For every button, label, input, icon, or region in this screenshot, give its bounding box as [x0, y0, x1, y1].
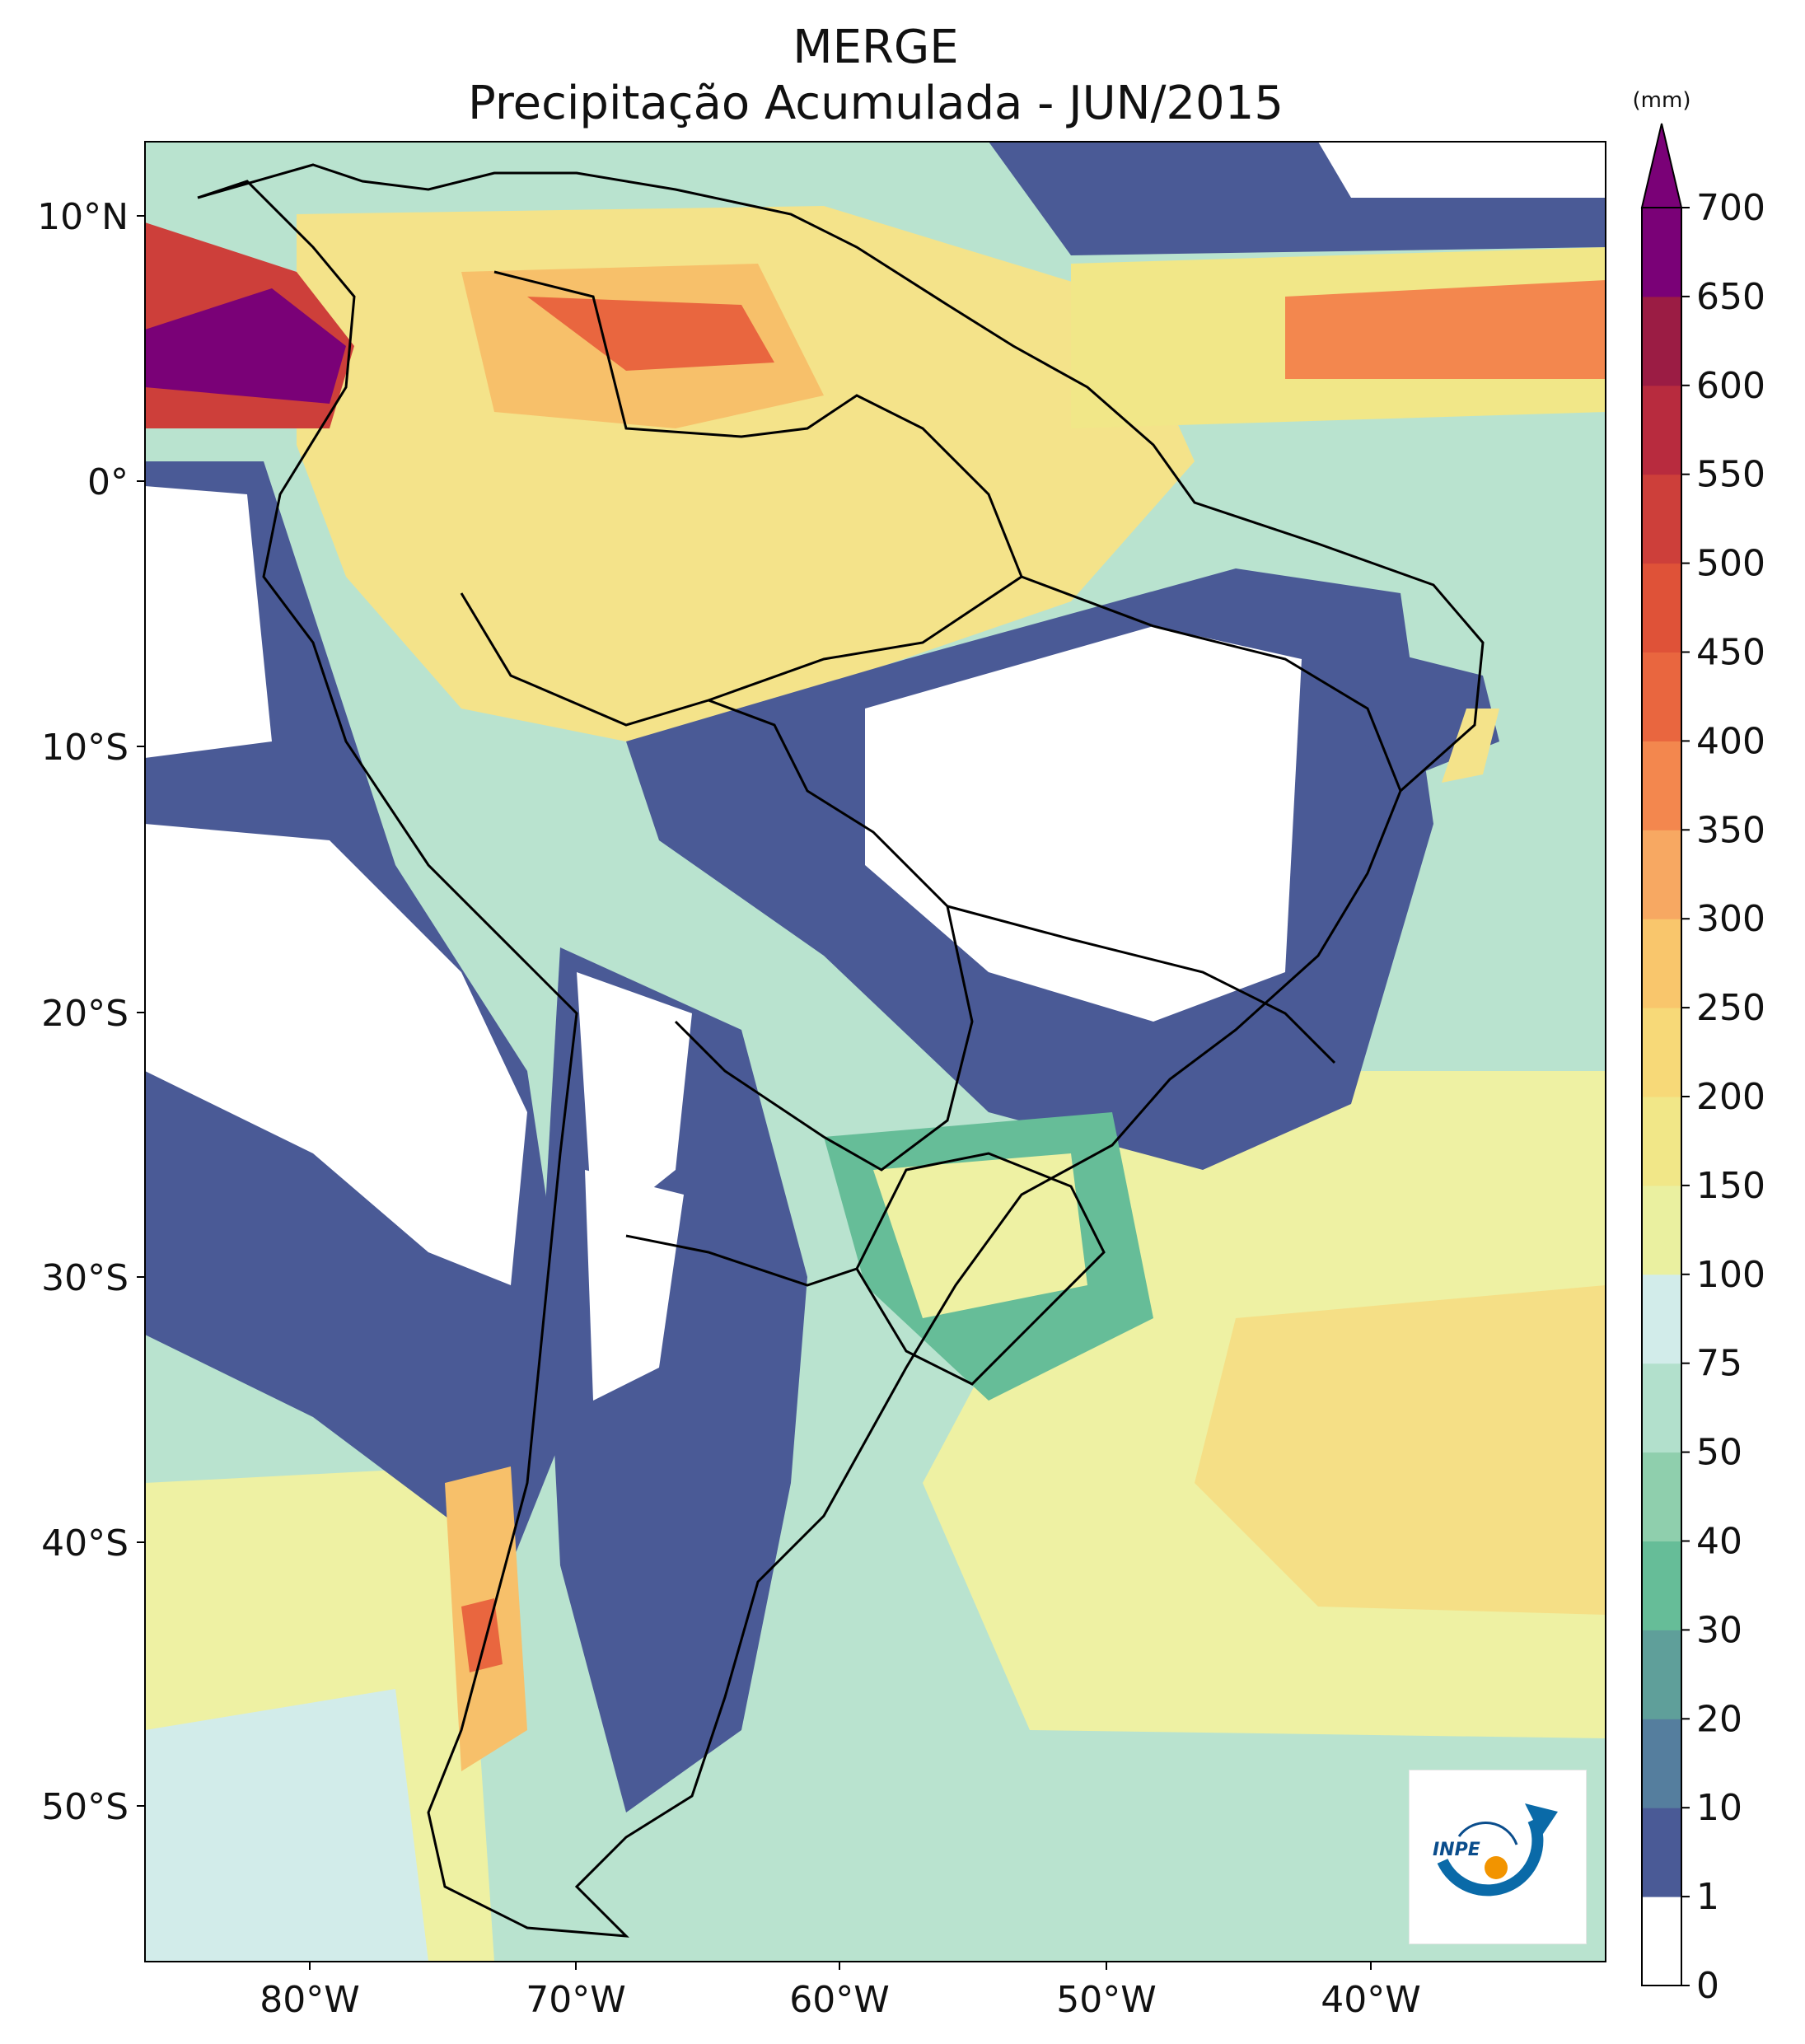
precip-altiplano-no-rain: [577, 972, 692, 1236]
colorbar-extend-arrow: [1640, 123, 1683, 208]
colorbar-labels: 0 1 10 20 30 40 50 75 100 150 200 250 300 350 400 450 50…: [1681, 187, 1765, 2007]
country-borders: [197, 163, 1485, 1938]
border-northeast: [1021, 575, 1402, 792]
colorbar-label: 200: [1696, 1076, 1765, 1118]
border-rio-grande-do-sul: [855, 1152, 1106, 1386]
south-america-coastline: [197, 163, 1485, 1938]
precip-venezuela-peak: [527, 297, 774, 371]
colorbar-label: 0: [1696, 1965, 1719, 2007]
colorbar-segment: [1642, 563, 1681, 652]
border-amazon: [460, 270, 1023, 727]
lat-label-10n: 10°N: [37, 196, 129, 238]
logo-sun: [1485, 1856, 1508, 1879]
colorbar-segment: [1642, 385, 1681, 475]
colorbar-unit: (mm): [1633, 88, 1691, 113]
logo-orbit: [1457, 1822, 1518, 1845]
colorbar-label: 300: [1696, 898, 1765, 940]
precip-caribbean-no-rain: [1318, 142, 1606, 198]
logo-text: INPE: [1433, 1840, 1480, 1860]
map-subtitle: Precipitação Acumulada - JUN/2015: [468, 77, 1284, 130]
lat-axis: 10°N 0° 10°S 20°S 30°S 40°S 50°S: [37, 196, 145, 1828]
colorbar-label: 20: [1696, 1698, 1742, 1740]
colorbar-label: 150: [1696, 1165, 1765, 1207]
lat-label-40s: 40°S: [41, 1522, 129, 1565]
colorbar-segment: [1642, 1897, 1681, 1986]
colorbar-segment: [1642, 1719, 1681, 1808]
colorbar-segment: [1642, 1452, 1681, 1541]
colorbar-segment: [1642, 1363, 1681, 1453]
colorbar-segment: [1642, 1008, 1681, 1097]
lon-axis: 80°W 70°W 60°W 50°W 40°W: [260, 1962, 1421, 2021]
colorbar-label: 650: [1696, 276, 1765, 318]
colorbar-segment: [1642, 1185, 1681, 1275]
colorbar-segment: [1642, 208, 1681, 297]
colorbar-segment: [1642, 919, 1681, 1008]
precip-south-brazil-yellow: [873, 1153, 1087, 1318]
colorbar-label: 500: [1696, 543, 1765, 585]
map-title: MERGE: [793, 21, 959, 74]
precip-south-atlantic-high: [1195, 1285, 1606, 1615]
colorbar-segment: [1642, 1630, 1681, 1719]
precip-northeast-coast: [1442, 709, 1499, 783]
lat-label-10s: 10°S: [41, 727, 129, 769]
precip-pacific-north-no-rain: [145, 486, 272, 758]
precipitation-field: [145, 142, 1606, 1962]
border-argentina-north: [625, 1234, 858, 1287]
colorbar-label: 400: [1696, 720, 1765, 762]
colorbar-segment: [1642, 1274, 1681, 1364]
colorbar-segment: [1642, 652, 1681, 741]
lon-label-70w: 70°W: [526, 1979, 626, 2021]
precip-pacific-no-rain: [145, 824, 527, 1285]
colorbar-label: 550: [1696, 454, 1765, 496]
colorbar-label: 10: [1696, 1787, 1742, 1829]
colorbar-label: 600: [1696, 365, 1765, 407]
colorbar-label: 1: [1696, 1876, 1719, 1918]
lon-label-60w: 60°W: [789, 1979, 890, 2021]
colorbar-segments: [1642, 208, 1681, 1986]
colorbar-label: 250: [1696, 987, 1765, 1029]
lat-label-50s: 50°S: [41, 1786, 129, 1828]
precip-central-no-rain: [865, 626, 1302, 1022]
colorbar-segment: [1642, 1541, 1681, 1630]
colorbar-label: 50: [1696, 1432, 1742, 1474]
lon-label-40w: 40°W: [1321, 1979, 1421, 2021]
colorbar-segment: [1642, 1808, 1681, 1897]
border-bolivia-paraguay: [674, 699, 974, 1172]
colorbar-label: 30: [1696, 1609, 1742, 1651]
logo-arrow-head: [1525, 1803, 1558, 1836]
colorbar-label: 350: [1696, 809, 1765, 851]
colorbar-segment: [1642, 741, 1681, 830]
lat-label-20s: 20°S: [41, 993, 129, 1035]
precip-far-south-pacific: [145, 1689, 428, 1962]
precip-chaco-no-rain: [585, 1170, 684, 1401]
colorbar-label: 700: [1696, 187, 1765, 229]
logo-arc: [1437, 1817, 1544, 1897]
colorbar-label: 100: [1696, 1254, 1765, 1296]
lat-label-30s: 30°S: [41, 1257, 129, 1299]
colorbar-label: 75: [1696, 1343, 1742, 1385]
colorbar-frame: [1641, 207, 1682, 1986]
precip-itcz-peak: [1285, 280, 1606, 379]
lon-label-50w: 50°W: [1056, 1979, 1157, 2021]
colorbar-label: 40: [1696, 1521, 1742, 1563]
colorbar: (mm) 0 1 10 20 30 40 50 75 100 150 200 250 300 350 400…: [1633, 88, 1765, 2007]
precip-panama-max: [145, 288, 346, 404]
lat-label-0: 0°: [87, 461, 129, 503]
colorbar-segment: [1642, 830, 1681, 919]
border-southeast: [947, 905, 1336, 1064]
colorbar-segment: [1642, 474, 1681, 564]
map-frame: [144, 141, 1606, 1962]
inpe-logo: INPE: [1409, 1770, 1587, 1944]
lon-label-80w: 80°W: [260, 1979, 360, 2021]
colorbar-label: 450: [1696, 632, 1765, 674]
colorbar-segment: [1642, 1097, 1681, 1186]
colorbar-segment: [1642, 296, 1681, 386]
inpe-logo-graphic: [1437, 1803, 1558, 1897]
